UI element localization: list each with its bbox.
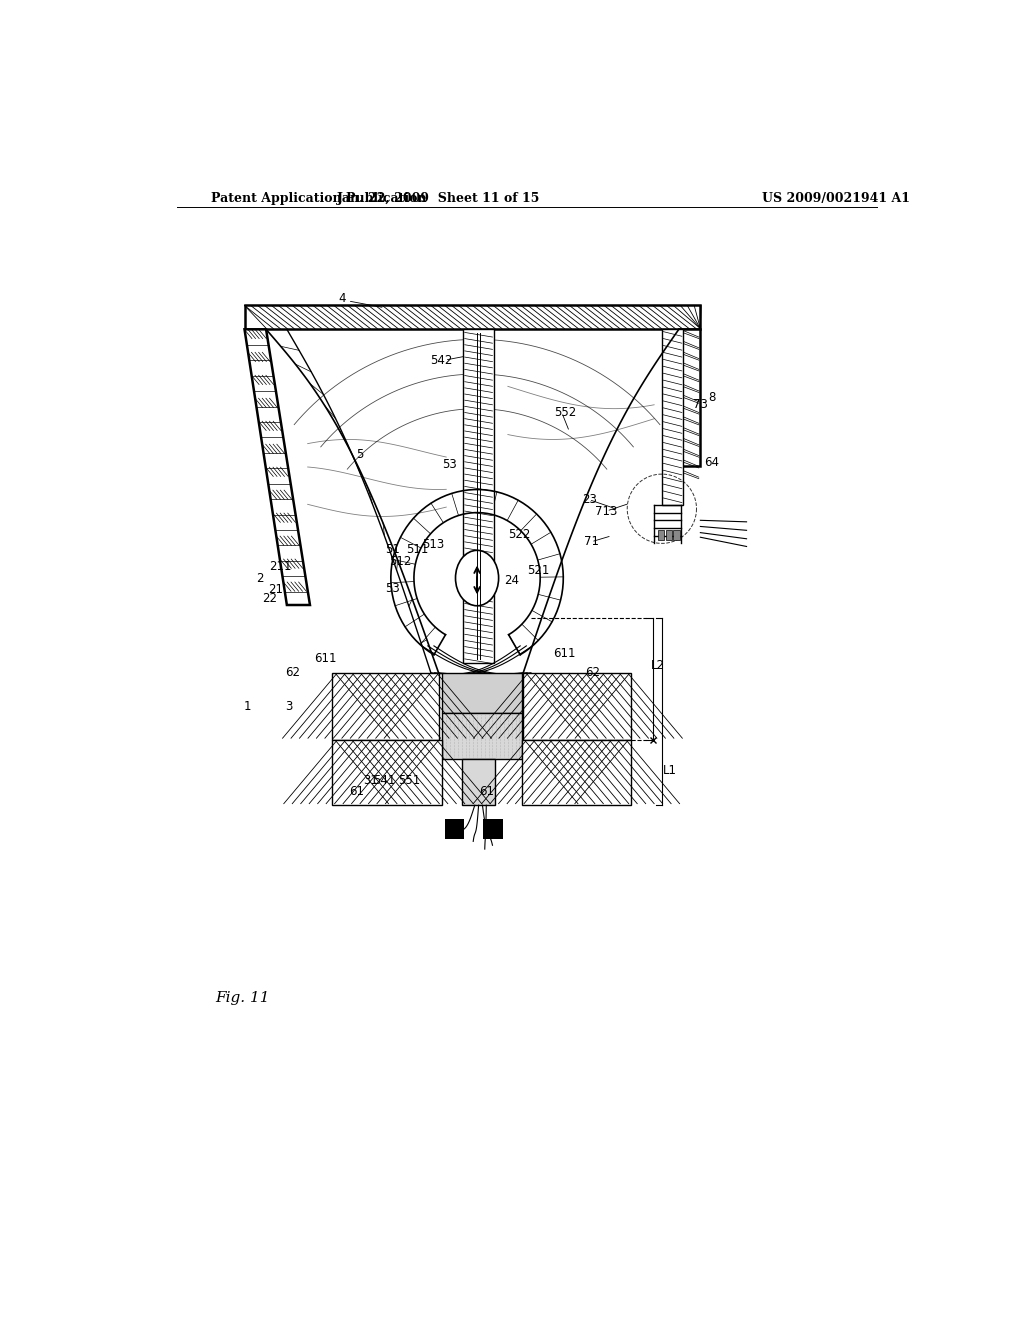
Ellipse shape: [456, 550, 499, 606]
Text: 4: 4: [339, 292, 346, 305]
Bar: [462, 759, 495, 805]
Text: 1: 1: [244, 700, 251, 713]
Bar: [521, 739, 631, 805]
Bar: [333, 739, 442, 805]
Text: 3: 3: [285, 700, 292, 713]
Text: 61: 61: [479, 785, 494, 797]
Bar: [658, 531, 665, 540]
Bar: [666, 531, 672, 540]
Text: US 2009/0021941 A1: US 2009/0021941 A1: [762, 191, 910, 205]
Text: 24: 24: [504, 574, 519, 587]
Text: 23: 23: [582, 492, 597, 506]
Text: 513: 513: [422, 539, 444, 552]
Text: 73: 73: [693, 399, 708, 412]
Text: L1: L1: [663, 764, 677, 777]
Text: 611: 611: [314, 652, 337, 665]
Bar: [523, 673, 631, 739]
Text: 21: 21: [268, 583, 283, 597]
Text: 2: 2: [256, 572, 263, 585]
Text: 64: 64: [705, 455, 720, 469]
Text: 542: 542: [430, 354, 452, 367]
Polygon shape: [245, 305, 700, 330]
Text: 713: 713: [595, 504, 617, 517]
Polygon shape: [463, 330, 494, 663]
Text: 51: 51: [385, 543, 399, 556]
Text: 53: 53: [385, 582, 399, 594]
Polygon shape: [245, 330, 310, 605]
Text: 512: 512: [389, 554, 412, 568]
Text: 5: 5: [356, 449, 364, 462]
Text: 62: 62: [285, 667, 300, 680]
Bar: [333, 673, 438, 739]
Text: Fig. 11: Fig. 11: [215, 991, 269, 1005]
Text: 61: 61: [348, 785, 364, 797]
Text: 211: 211: [269, 560, 292, 573]
Text: 53: 53: [442, 458, 457, 471]
Text: 8: 8: [709, 391, 716, 404]
Text: 611: 611: [553, 647, 575, 660]
Text: 552: 552: [554, 407, 577, 418]
Bar: [674, 531, 680, 540]
Text: 31: 31: [364, 774, 378, 787]
Bar: [442, 673, 521, 713]
Bar: [442, 713, 521, 759]
Polygon shape: [679, 330, 700, 466]
Text: Patent Application Publication: Patent Application Publication: [211, 191, 427, 205]
Text: 541: 541: [374, 774, 396, 787]
Text: 551: 551: [398, 774, 421, 787]
Text: Jan. 22, 2009  Sheet 11 of 15: Jan. 22, 2009 Sheet 11 of 15: [337, 191, 541, 205]
Text: 522: 522: [508, 528, 530, 541]
Text: 22: 22: [262, 593, 276, 606]
Text: 71: 71: [584, 536, 598, 548]
Polygon shape: [662, 330, 683, 506]
Text: 511: 511: [406, 543, 428, 556]
Text: 521: 521: [527, 564, 550, 577]
Text: 62: 62: [585, 667, 600, 680]
Text: L2: L2: [651, 659, 665, 672]
